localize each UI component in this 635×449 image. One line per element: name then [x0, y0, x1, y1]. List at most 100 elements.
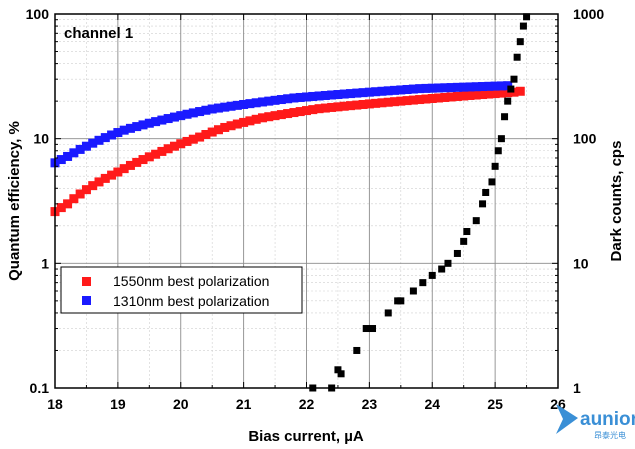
legend-swatch-1310 [82, 296, 91, 305]
point-1550nm [232, 119, 242, 129]
point-1550nm [100, 173, 110, 183]
right-y-axis-title: Dark counts, cps [608, 141, 625, 262]
point-dark-counts [513, 53, 521, 61]
point-dark-counts [494, 147, 502, 155]
point-1550nm [107, 170, 117, 180]
point-1310nm [346, 89, 356, 99]
legend-label-1310: 1310nm best polarization [113, 293, 269, 309]
point-dark-counts [482, 188, 490, 196]
right-y-tick-labels: 1 10 100 1000 [573, 6, 604, 396]
point-1550nm [138, 155, 148, 165]
point-1550nm [226, 121, 236, 131]
point-dark-counts [353, 346, 361, 354]
point-1310nm [308, 91, 318, 101]
point-1550nm [390, 97, 400, 107]
point-1310nm [81, 141, 91, 151]
point-dark-counts [453, 249, 461, 257]
point-1550nm [75, 189, 85, 199]
point-1310nm [245, 99, 255, 109]
point-1310nm [383, 86, 393, 96]
point-1550nm [245, 116, 255, 126]
point-1550nm [327, 102, 337, 112]
point-1310nm [163, 114, 173, 124]
point-1550nm [402, 96, 412, 106]
point-dark-counts [501, 113, 509, 121]
point-1550nm [113, 167, 123, 177]
brand-name: aunion [580, 409, 635, 430]
point-1310nm [320, 90, 330, 100]
point-1550nm [289, 108, 299, 118]
point-1550nm [408, 95, 418, 105]
point-dark-counts [362, 325, 370, 333]
point-1310nm [176, 111, 186, 121]
point-1310nm [333, 90, 343, 100]
point-1310nm [358, 88, 368, 98]
point-1310nm [201, 105, 211, 115]
point-1550nm [69, 194, 79, 204]
point-1310nm [427, 83, 437, 93]
y-left-tick-label: 100 [26, 6, 50, 22]
point-1550nm [371, 98, 381, 108]
point-1550nm [478, 90, 488, 100]
point-1550nm [132, 157, 142, 167]
point-1550nm [452, 91, 462, 101]
point-1310nm [138, 120, 148, 130]
point-1310nm [157, 115, 167, 125]
left-y-tick-labels: 0.1 1 10 100 [26, 6, 50, 396]
point-1550nm [264, 112, 274, 122]
point-1310nm [371, 87, 381, 97]
point-1310nm [390, 85, 400, 95]
x-tick-label: 20 [173, 396, 189, 412]
x-tick-label: 22 [299, 396, 315, 412]
point-1310nm [452, 82, 462, 92]
point-1550nm [339, 101, 349, 111]
point-1550nm [421, 94, 431, 104]
point-1550nm [125, 160, 135, 170]
point-1310nm [257, 97, 267, 107]
point-dark-counts [516, 38, 524, 46]
point-1550nm [503, 88, 513, 98]
legend: 1550nm best polarization 1310nm best pol… [60, 266, 303, 314]
point-1310nm [113, 128, 123, 138]
point-1310nm [100, 133, 110, 143]
point-1550nm [195, 132, 205, 142]
point-1550nm [496, 88, 506, 98]
point-1550nm [515, 86, 525, 96]
point-1310nm [490, 81, 500, 91]
point-1550nm [364, 99, 374, 109]
legend-label-1550: 1550nm best polarization [113, 273, 269, 289]
point-1550nm [383, 97, 393, 107]
point-1310nm [283, 94, 293, 104]
point-1310nm [471, 82, 481, 92]
point-1310nm [339, 89, 349, 99]
point-1550nm [188, 134, 198, 144]
point-1550nm [63, 199, 73, 209]
major-gridlines [55, 14, 558, 388]
point-1310nm [264, 96, 274, 106]
point-1550nm [157, 146, 167, 156]
x-axis-title: Bias current, µA [248, 428, 364, 445]
point-1310nm [207, 104, 217, 114]
point-dark-counts [507, 85, 515, 93]
point-1310nm [188, 108, 198, 118]
point-1550nm [352, 100, 362, 110]
point-dark-counts [409, 287, 417, 295]
point-dark-counts [460, 237, 468, 245]
point-1310nm [465, 82, 475, 92]
x-tick-label: 25 [487, 396, 503, 412]
point-1310nm [496, 81, 506, 91]
point-1550nm [434, 93, 444, 103]
y-left-tick-label: 1 [41, 255, 49, 271]
point-1310nm [396, 85, 406, 95]
point-dark-counts [491, 162, 499, 170]
x-tick-label: 21 [236, 396, 252, 412]
point-1310nm [270, 95, 280, 105]
point-1310nm [226, 101, 236, 111]
point-1550nm [94, 177, 104, 187]
point-1550nm [427, 93, 437, 103]
point-1310nm [302, 92, 311, 102]
point-1550nm [377, 98, 387, 108]
point-1550nm [333, 102, 343, 112]
point-1310nm [94, 135, 104, 145]
